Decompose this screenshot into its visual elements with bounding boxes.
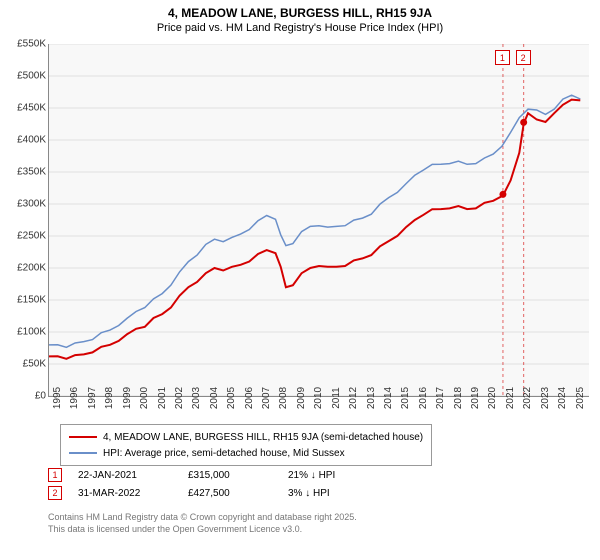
sale-price: £427,500 [188, 488, 288, 499]
legend: 4, MEADOW LANE, BURGESS HILL, RH15 9JA (… [60, 424, 432, 466]
x-tick-label: 2012 [348, 387, 359, 409]
x-tick-label: 2023 [540, 387, 551, 409]
sale-marker-icon: 1 [48, 468, 62, 482]
sale-diff: 3% ↓ HPI [288, 488, 388, 499]
x-tick-label: 1995 [52, 387, 63, 409]
x-tick-label: 2014 [383, 387, 394, 409]
y-tick-label: £0 [35, 391, 46, 402]
x-tick-label: 2002 [174, 387, 185, 409]
x-tick-label: 2020 [487, 387, 498, 409]
sale-row: 1 22-JAN-2021£315,00021% ↓ HPI [48, 466, 388, 484]
sale-diff: 21% ↓ HPI [288, 470, 388, 481]
sale-row: 2 31-MAR-2022£427,5003% ↓ HPI [48, 484, 388, 502]
y-tick-label: £450K [17, 103, 46, 114]
footer: Contains HM Land Registry data © Crown c… [48, 512, 357, 535]
x-tick-label: 2015 [400, 387, 411, 409]
footer-line-1: Contains HM Land Registry data © Crown c… [48, 512, 357, 524]
x-tick-label: 1999 [122, 387, 133, 409]
x-tick-label: 2025 [575, 387, 586, 409]
sale-marker-box: 1 [495, 50, 510, 65]
x-tick-label: 2000 [139, 387, 150, 409]
x-tick-label: 2008 [278, 387, 289, 409]
x-tick-label: 2001 [157, 387, 168, 409]
sale-price: £315,000 [188, 470, 288, 481]
y-tick-label: £50K [23, 359, 46, 370]
x-tick-label: 2007 [261, 387, 272, 409]
x-tick-label: 2021 [505, 387, 516, 409]
sale-date: 31-MAR-2022 [78, 488, 188, 499]
x-tick-label: 2011 [331, 387, 342, 409]
sale-marker-box: 2 [516, 50, 531, 65]
y-tick-label: £400K [17, 135, 46, 146]
plot-area [48, 44, 589, 397]
x-tick-label: 1997 [87, 387, 98, 409]
legend-label: 4, MEADOW LANE, BURGESS HILL, RH15 9JA (… [103, 432, 423, 443]
y-tick-label: £200K [17, 263, 46, 274]
legend-label: HPI: Average price, semi-detached house,… [103, 448, 345, 459]
y-tick-label: £550K [17, 39, 46, 50]
y-tick-label: £500K [17, 71, 46, 82]
x-tick-label: 2013 [366, 387, 377, 409]
chart-subtitle: Price paid vs. HM Land Registry's House … [0, 20, 600, 34]
y-tick-label: £150K [17, 295, 46, 306]
x-tick-label: 2010 [313, 387, 324, 409]
x-tick-label: 2024 [557, 387, 568, 409]
legend-swatch [69, 436, 97, 438]
chart-svg [49, 44, 589, 396]
y-tick-label: £300K [17, 199, 46, 210]
x-tick-label: 2017 [435, 387, 446, 409]
sales-table: 1 22-JAN-2021£315,00021% ↓ HPI 2 31-MAR-202… [48, 466, 388, 502]
legend-row: HPI: Average price, semi-detached house,… [69, 445, 423, 461]
x-tick-label: 2004 [209, 387, 220, 409]
sale-date: 22-JAN-2021 [78, 470, 188, 481]
y-tick-label: £350K [17, 167, 46, 178]
x-tick-label: 2003 [191, 387, 202, 409]
chart-container: 4, MEADOW LANE, BURGESS HILL, RH15 9JA P… [0, 0, 600, 560]
x-tick-label: 1996 [69, 387, 80, 409]
sale-marker-icon: 2 [48, 486, 62, 500]
x-tick-label: 2019 [470, 387, 481, 409]
x-tick-label: 2009 [296, 387, 307, 409]
legend-row: 4, MEADOW LANE, BURGESS HILL, RH15 9JA (… [69, 429, 423, 445]
footer-line-2: This data is licensed under the Open Gov… [48, 524, 357, 536]
y-tick-label: £100K [17, 327, 46, 338]
chart-title: 4, MEADOW LANE, BURGESS HILL, RH15 9JA [0, 0, 600, 20]
x-tick-label: 2022 [522, 387, 533, 409]
x-tick-label: 2016 [418, 387, 429, 409]
x-tick-label: 2018 [453, 387, 464, 409]
x-tick-label: 2006 [244, 387, 255, 409]
legend-swatch [69, 452, 97, 454]
x-tick-label: 2005 [226, 387, 237, 409]
x-tick-label: 1998 [104, 387, 115, 409]
y-tick-label: £250K [17, 231, 46, 242]
